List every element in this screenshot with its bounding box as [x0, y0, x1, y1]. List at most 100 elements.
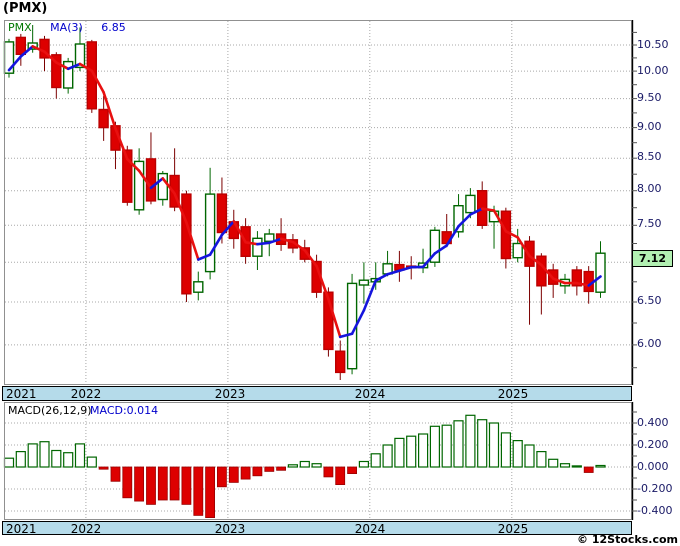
price-axis-label: 8.50 — [637, 150, 662, 163]
year-label: 2022 — [70, 387, 102, 401]
ma-line-segment — [327, 297, 342, 339]
ma-line-segment — [31, 45, 46, 54]
ma-line-segment — [445, 225, 460, 247]
ma-label: MA(3) — [50, 21, 83, 34]
candle-body — [323, 291, 334, 351]
year-label: 2024 — [354, 522, 386, 536]
price-xaxis-band — [2, 386, 632, 401]
ma-line-segment — [338, 332, 354, 339]
candle-body — [204, 193, 216, 273]
macd-panel-frame — [4, 402, 632, 520]
price-axis-label: 6.50 — [637, 294, 662, 307]
year-label: 2024 — [354, 387, 386, 401]
macd-bar-positive — [311, 463, 322, 468]
macd-bar-positive — [429, 425, 440, 468]
ma-line-segment — [480, 207, 496, 212]
ma-line-segment — [90, 69, 105, 94]
year-label: 2023 — [214, 522, 246, 536]
macd-bar-negative — [157, 466, 168, 501]
candle-body — [512, 242, 523, 259]
ma-line-segment — [7, 55, 23, 72]
macd-bar-negative — [146, 466, 156, 505]
ma-line-segment — [516, 236, 531, 258]
ma-value: 6.85 — [101, 21, 126, 34]
macd-bar-positive — [15, 451, 26, 468]
macd-bar-positive — [63, 452, 74, 468]
macd-bar-positive — [548, 458, 559, 468]
price-axis-label: 9.50 — [637, 91, 662, 104]
macd-bar-positive — [287, 464, 298, 468]
candle-body — [74, 43, 86, 69]
ma-line-segment — [587, 275, 602, 287]
macd-bar-negative — [347, 466, 358, 474]
ma-line-segment — [197, 253, 212, 261]
ma-line-segment — [374, 272, 389, 283]
ma-line-segment — [66, 62, 82, 71]
candle-body — [169, 174, 180, 208]
candle-body — [536, 255, 547, 287]
candle-body — [157, 172, 169, 201]
macd-xaxis-band — [2, 521, 632, 535]
macd-bar-negative — [134, 466, 145, 502]
ma-line-segment — [279, 237, 295, 244]
candle-body — [453, 204, 464, 233]
ma-line-segment — [114, 127, 129, 161]
macd-bar-positive — [512, 440, 523, 468]
macd-bar-positive — [477, 419, 488, 468]
ma-line-segment — [433, 244, 449, 255]
price-axis-label: 10.50 — [637, 38, 669, 51]
price-legend: PMX MA(3) 6.85 — [8, 21, 126, 34]
macd-bar-negative — [240, 466, 251, 480]
macd-bar-positive — [595, 464, 606, 468]
ma-line-segment — [303, 249, 318, 268]
ma-line-segment — [421, 252, 437, 269]
macd-bar-positive — [453, 420, 464, 468]
ma-line-segment — [244, 241, 259, 246]
macd-axis-label: 0.000 — [637, 460, 669, 473]
macd-bar-positive — [39, 441, 50, 468]
macd-bar-negative — [110, 466, 121, 482]
macd-params-label: MACD(26,12,9) — [8, 404, 92, 417]
price-axis-label: 10.00 — [637, 64, 669, 77]
price-axis-label: 7.50 — [637, 217, 662, 230]
candle-body — [98, 108, 109, 129]
ma-line-segment — [185, 221, 200, 261]
macd-axis-label: 0.200 — [637, 438, 669, 451]
ma-line-segment — [457, 213, 472, 228]
macd-bar-positive — [406, 435, 417, 468]
macd-axis-label: -0.400 — [637, 504, 673, 517]
macd-bar-negative — [216, 466, 227, 488]
ma-line-segment — [551, 277, 567, 285]
candle-body — [63, 60, 74, 89]
macd-bar-positive — [86, 456, 97, 468]
candle-body — [465, 194, 476, 214]
macd-bar-negative — [228, 466, 239, 483]
macd-bar-negative — [276, 466, 287, 471]
macd-bar-positive — [465, 414, 476, 468]
ma-line-segment — [528, 254, 543, 267]
macd-bar-positive — [559, 463, 571, 468]
macd-bar-negative — [205, 466, 216, 518]
ma-line-segment — [350, 308, 366, 336]
year-label: 2025 — [497, 387, 529, 401]
ma-line-segment — [173, 192, 188, 224]
ma-line-segment — [220, 220, 236, 237]
ma-line-segment — [362, 279, 378, 312]
macd-bar-positive — [51, 449, 62, 468]
ma-line-segment — [540, 263, 555, 280]
macd-bar-positive — [358, 460, 369, 468]
candle-body — [122, 149, 133, 203]
macd-bar-negative — [252, 466, 263, 477]
ma-line-segment — [232, 220, 247, 244]
macd-bar-positive — [382, 444, 393, 468]
candle-body — [299, 247, 310, 260]
candle-body — [145, 158, 157, 202]
candle-body — [181, 193, 192, 295]
ma-line-segment — [575, 281, 591, 287]
macd-bar-positive — [536, 451, 547, 468]
candle-body — [571, 269, 582, 287]
macd-bar-positive — [299, 460, 310, 468]
ma-line-segment — [208, 233, 224, 256]
page-title: (PMX) — [3, 1, 48, 16]
